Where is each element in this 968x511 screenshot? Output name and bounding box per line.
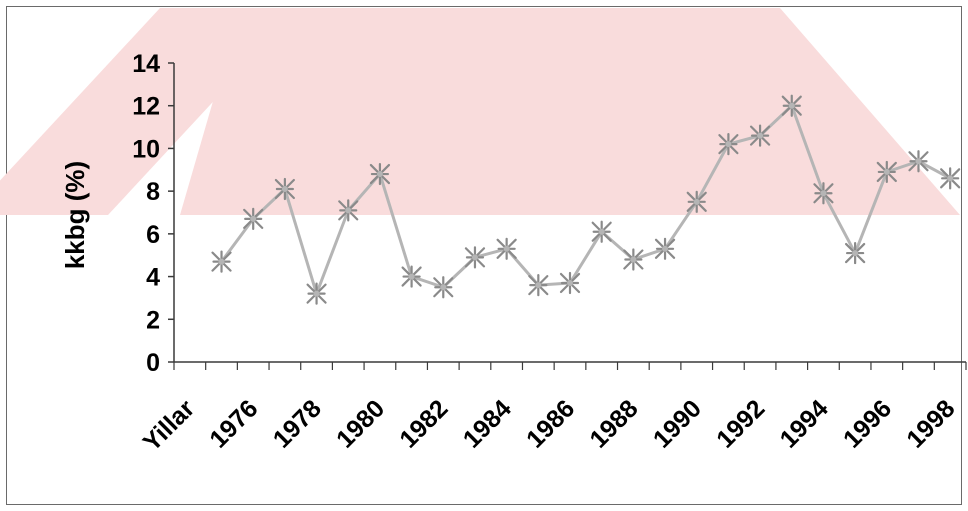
x-tick-label: 1992 xyxy=(711,394,770,453)
data-point xyxy=(718,133,739,156)
x-tick-label: 1980 xyxy=(331,394,390,453)
y-tick-label: 10 xyxy=(132,135,160,163)
x-tick-label: 1994 xyxy=(775,394,834,453)
y-tick-label: 4 xyxy=(146,264,160,292)
y-axis: 0 2 4 6 8 10 12 14 xyxy=(132,50,175,377)
data-point xyxy=(876,160,897,184)
data-point xyxy=(496,237,517,260)
data-markers xyxy=(211,94,961,305)
data-point xyxy=(749,124,771,147)
x-tick-label: 1982 xyxy=(394,394,453,453)
y-axis-title: kkbg (%) xyxy=(60,161,90,269)
data-point xyxy=(845,241,866,265)
data-point xyxy=(908,150,929,173)
data-point xyxy=(274,177,295,201)
data-point xyxy=(813,182,834,205)
data-point xyxy=(623,248,644,271)
data-point xyxy=(528,274,549,297)
x-tick-label: 1984 xyxy=(458,394,517,453)
data-point xyxy=(338,199,359,222)
data-point xyxy=(559,271,581,295)
data-point xyxy=(369,162,391,186)
data-point xyxy=(243,207,264,231)
y-tick-label: 2 xyxy=(146,306,160,334)
y-tick-label: 8 xyxy=(146,178,160,206)
x-tick-label: 1976 xyxy=(204,394,263,453)
y-tick-label: 6 xyxy=(146,221,160,249)
x-tick-label: 1990 xyxy=(648,394,707,453)
data-point xyxy=(306,282,327,305)
x-tick-label: 1986 xyxy=(521,394,580,453)
series-polyline xyxy=(220,104,951,296)
watermark-stripe-4 xyxy=(660,8,960,215)
series-line xyxy=(220,104,951,296)
y-tick-label: 12 xyxy=(132,93,160,121)
x-axis-label-yillar: Yillar xyxy=(138,394,201,457)
x-axis: Yillar 1976 1978 1980 1982 1984 1986 1988 1990 19… xyxy=(138,361,967,457)
data-point xyxy=(781,94,802,117)
watermark-logo xyxy=(0,8,960,215)
data-point xyxy=(464,246,486,269)
data-point xyxy=(433,276,454,299)
x-tick-label: 1998 xyxy=(901,394,960,453)
x-tick-label: 1978 xyxy=(268,394,327,453)
data-point xyxy=(940,167,961,190)
data-point xyxy=(211,250,232,273)
data-point xyxy=(654,237,676,260)
y-tick-label: 0 xyxy=(146,349,160,377)
data-point xyxy=(591,220,612,243)
data-point xyxy=(686,190,707,213)
y-tick-label: 14 xyxy=(132,50,160,78)
data-point xyxy=(401,265,422,288)
x-tick-label: 1996 xyxy=(838,394,897,453)
x-tick-label: 1988 xyxy=(584,394,643,453)
